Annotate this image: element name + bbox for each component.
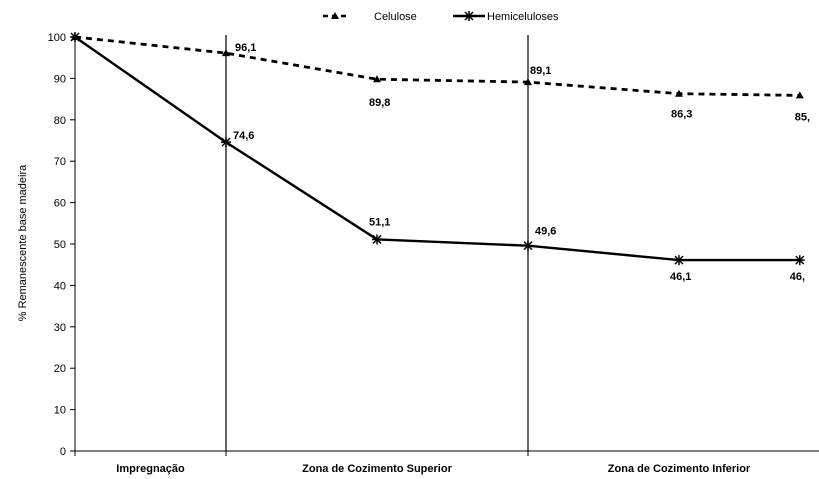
y-tick-label: 20 — [54, 363, 66, 375]
data-label-hemiceluloses: 46, — [790, 271, 805, 283]
y-tick-label: 90 — [54, 73, 66, 85]
series-layer — [70, 32, 805, 266]
hemiceluloses-point — [794, 255, 805, 266]
star-stroke — [221, 137, 231, 147]
data-label-celulose: 96,1 — [235, 42, 256, 54]
hemiceluloses-point — [372, 234, 382, 245]
hemiceluloses-point — [523, 240, 533, 251]
data-label-hemiceluloses: 51,1 — [369, 216, 390, 228]
y-tick-label: 30 — [54, 322, 66, 334]
hemiceluloses-point — [70, 32, 80, 42]
x-category-label: Impregnação — [116, 463, 185, 475]
legend-hemiceluloses-text: Hemiceluloses — [487, 11, 559, 23]
y-tick-label: 50 — [54, 239, 66, 251]
data-label-hemiceluloses: 46,1 — [670, 271, 691, 283]
star-stroke — [795, 255, 805, 265]
celulose-point — [373, 75, 381, 83]
celulose-point — [795, 91, 804, 99]
x-category-label: Zona de Cozimento Inferior — [608, 463, 751, 475]
y-tick-label: 10 — [54, 405, 66, 417]
legend-celulose-text: Celulose — [374, 11, 417, 23]
legend: Celulose Hemiceluloses — [323, 11, 559, 23]
legend-hemiceluloses-marker — [464, 11, 474, 21]
legend-celulose-marker — [331, 12, 339, 19]
star-stroke — [674, 255, 684, 265]
celulose-point — [524, 78, 532, 86]
hemiceluloses-point — [221, 137, 231, 148]
y-axis: 0 10 20 30 40 50 60 70 80 90 100 — [48, 32, 76, 458]
celulose-point — [222, 49, 230, 57]
data-label-celulose: 89,1 — [530, 65, 551, 77]
series-line-celulose — [74, 35, 800, 97]
data-label-hemiceluloses: 74,6 — [233, 130, 254, 142]
data-label-celulose: 86,3 — [671, 109, 692, 121]
star-stroke — [372, 234, 382, 244]
data-label-celulose: 89,8 — [369, 97, 390, 109]
series-line-hemiceluloses — [74, 36, 800, 262]
data-label-celulose: 85, — [795, 111, 810, 123]
y-axis-label: % Remanescente base madeira — [17, 164, 29, 321]
star-stroke — [523, 241, 533, 251]
star-stroke — [70, 32, 80, 42]
data-label-hemiceluloses: 49,6 — [535, 226, 556, 238]
y-tick-label: 100 — [48, 32, 66, 44]
hemiceluloses-point — [674, 255, 684, 266]
y-tick-label: 80 — [54, 115, 66, 127]
x-axis: Impregnação Zona de Cozimento Superior Zon… — [74, 450, 819, 475]
y-tick-label: 40 — [54, 280, 66, 292]
x-category-label: Zona de Cozimento Superior — [302, 463, 452, 475]
celulose-point — [675, 89, 683, 97]
y-tick-label: 70 — [54, 156, 66, 168]
y-tick-label: 0 — [60, 446, 66, 458]
data-labels: 96,1 89,8 89,1 86,3 85, 74,6 51,1 49,6 46,1 46, — [233, 42, 810, 283]
y-tick-label: 60 — [54, 198, 66, 210]
